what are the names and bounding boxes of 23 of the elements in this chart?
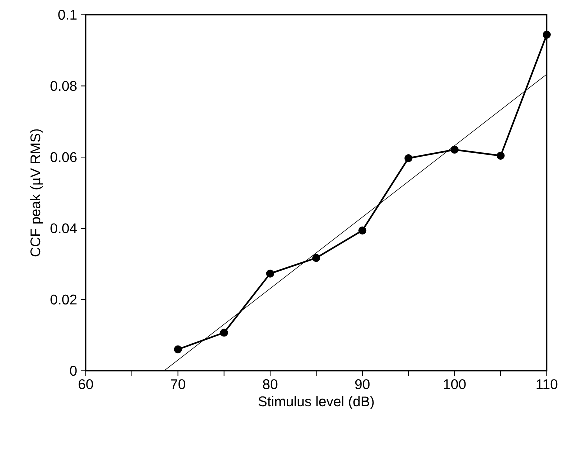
y-axis-title: CCF peak (µV RMS) xyxy=(30,130,44,257)
point xyxy=(220,328,228,337)
y-tick-label: 0.04 xyxy=(50,224,78,234)
point xyxy=(450,146,459,154)
x-tick-label: 110 xyxy=(536,380,558,390)
x-tick-label: 80 xyxy=(263,380,278,390)
y-tick-label: 0.06 xyxy=(50,152,77,162)
point xyxy=(174,346,182,354)
y-tick-label: 0.02 xyxy=(50,294,77,305)
point xyxy=(404,154,413,162)
point xyxy=(312,254,320,262)
x-tick-label: 60 xyxy=(78,380,94,390)
point xyxy=(496,152,505,160)
y-tick-label: 0.08 xyxy=(50,81,77,92)
x-tick-label: 70 xyxy=(171,380,186,390)
point xyxy=(266,270,274,278)
point xyxy=(358,226,367,235)
point xyxy=(543,30,551,39)
x-tick-label: 90 xyxy=(355,380,370,390)
x-axis-title: Stimulus level (dB) xyxy=(258,396,374,410)
y-tick-label: 0.1 xyxy=(58,10,77,20)
x-tick-label: 100 xyxy=(444,380,466,390)
y-tick-label: 0 xyxy=(70,366,77,376)
